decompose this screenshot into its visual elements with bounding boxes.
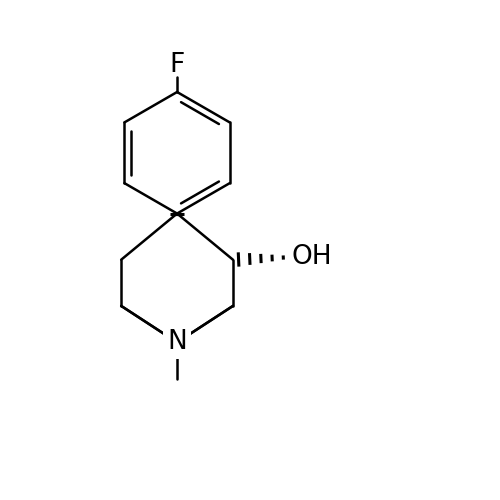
Text: F: F bbox=[170, 52, 184, 78]
Text: OH: OH bbox=[292, 244, 333, 270]
Text: N: N bbox=[167, 330, 187, 355]
